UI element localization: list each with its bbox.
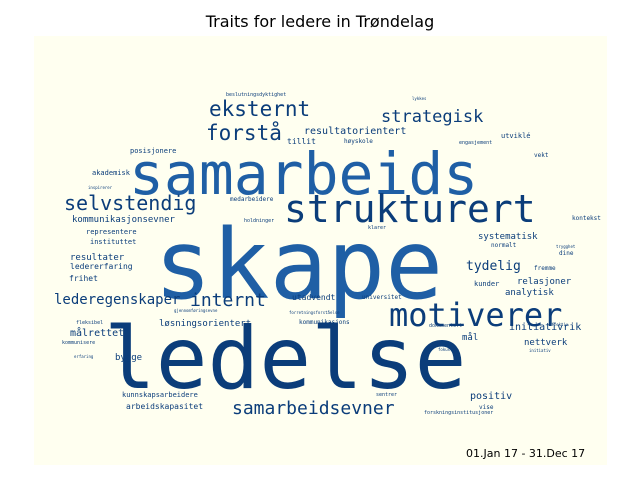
cloud-word: forskningsinstitusjoner <box>424 410 493 416</box>
cloud-word: kunder <box>474 280 499 288</box>
cloud-word: fokus <box>438 347 451 352</box>
cloud-word: holdninger <box>244 218 274 224</box>
cloud-word: resultater <box>70 253 125 263</box>
cloud-word: relasjoner <box>517 277 572 287</box>
cloud-word: utviklé <box>501 132 531 140</box>
cloud-word: samarbeidsevner <box>232 398 395 419</box>
cloud-word: fleksibel <box>76 320 103 326</box>
cloud-word: arbeidskapasitet <box>126 402 203 411</box>
cloud-word: lykkes <box>412 96 427 101</box>
cloud-word: tillit <box>287 137 316 146</box>
cloud-word: representere <box>86 228 137 236</box>
date-range-label: 01.Jan 17 - 31.Dec 17 <box>466 447 586 460</box>
cloud-word: lederegenskaper <box>54 292 180 308</box>
cloud-word: dine <box>559 250 574 257</box>
cloud-word: kommunikasjons <box>299 319 350 326</box>
cloud-word: engasjement <box>459 140 492 146</box>
cloud-word: ledelse <box>104 309 466 409</box>
cloud-word: utadvendt <box>292 293 336 302</box>
cloud-word: klarer <box>368 225 386 231</box>
cloud-word: posisjonere <box>130 147 176 155</box>
cloud-word: effektiv <box>549 322 569 327</box>
cloud-word: lederer­faring <box>70 262 133 271</box>
cloud-word: kommunikasjonsevner <box>72 215 176 225</box>
cloud-word: vekt <box>534 152 549 159</box>
cloud-word: kommunisere <box>62 340 95 346</box>
cloud-word: internt <box>190 290 266 311</box>
cloud-word: motiverer <box>389 296 562 334</box>
cloud-word: analytisk <box>505 288 554 298</box>
cloud-word: skape <box>154 209 443 321</box>
cloud-word: bygge <box>115 353 142 363</box>
cloud-word: sentrer <box>376 392 397 398</box>
cloud-word: gjennomføringsevne <box>174 308 218 313</box>
cloud-word: nettverk <box>524 338 568 348</box>
cloud-word: kontekst <box>572 215 601 222</box>
cloud-word: initiativ <box>529 348 551 353</box>
cloud-word: beslutningsdyktighet <box>226 92 286 98</box>
cloud-word: forretningsforståelse <box>289 310 340 315</box>
cloud-word: fremme <box>534 265 556 272</box>
cloud-word: løsningsorientert <box>159 319 251 329</box>
cloud-word: resultatorientert <box>304 126 406 137</box>
cloud-word: universitet <box>362 294 402 301</box>
cloud-word: målrettet <box>70 326 124 339</box>
cloud-word: høyskole <box>344 138 373 145</box>
cloud-word: initiativrik <box>509 322 581 333</box>
cloud-word: inspirerer <box>88 185 113 190</box>
cloud-word: positiv <box>470 391 512 402</box>
cloud-word: eksternt <box>209 97 310 121</box>
chart-title: Traits for ledere in Trøndelag <box>205 12 435 31</box>
cloud-word: kunnskapsarbeidere <box>122 391 198 399</box>
cloud-word: trygghet <box>556 244 576 249</box>
cloud-word: dokumentert <box>429 323 462 329</box>
cloud-word: selvstendig <box>64 191 196 215</box>
cloud-word: forstå <box>206 120 282 145</box>
cloud-word: strukturert <box>284 187 536 231</box>
cloud-word: strategisk <box>381 107 483 127</box>
cloud-word: akademisk <box>92 169 131 177</box>
cloud-word: instituttet <box>90 238 136 246</box>
cloud-word: samarbeids <box>129 140 478 208</box>
word-cloud: skape ledelse samarbeids strukturert motiver… <box>34 36 607 465</box>
cloud-word: erfaring <box>74 354 94 359</box>
cloud-word: medarbeidere <box>230 196 274 203</box>
cloud-word: frihet <box>69 274 98 283</box>
cloud-word: tydelig <box>466 259 521 274</box>
cloud-word: vise <box>479 404 494 411</box>
cloud-word: normalt <box>491 242 517 249</box>
cloud-word: systematisk <box>478 232 538 242</box>
cloud-word: mål <box>462 332 478 343</box>
